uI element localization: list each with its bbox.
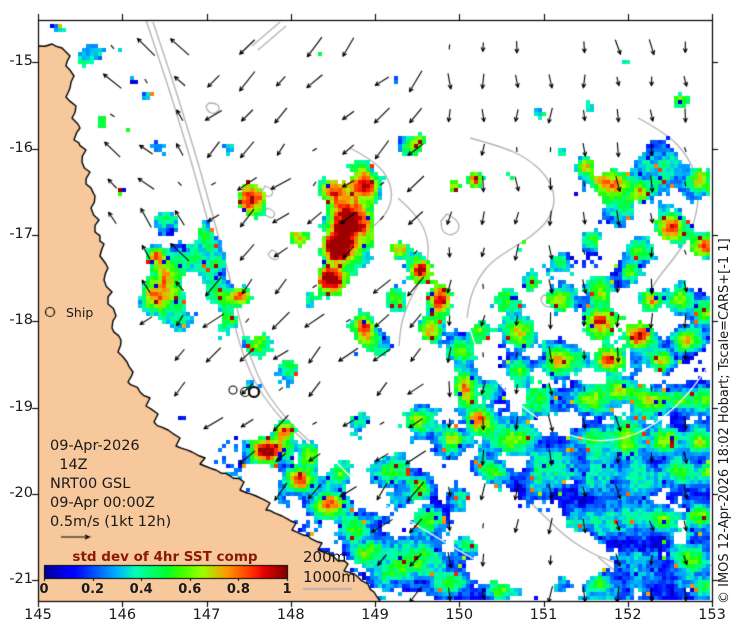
x-tick-label: 149 bbox=[361, 607, 389, 623]
info-line: 09-Apr 00:00Z bbox=[50, 495, 155, 511]
x-tick-label: 146 bbox=[108, 607, 137, 623]
y-tick-label: -16 bbox=[9, 139, 33, 156]
depth-label-200m: 200m bbox=[303, 548, 347, 566]
info-line: 14Z bbox=[50, 457, 88, 473]
colorbar-tick-label: 0.8 bbox=[226, 582, 250, 597]
y-tick-label: -18 bbox=[9, 312, 33, 329]
x-tick-label: 152 bbox=[613, 607, 642, 623]
colorbar-tick-label: 0.2 bbox=[81, 582, 105, 597]
colorbar-tick-label: 0.6 bbox=[178, 582, 202, 597]
x-tick-label: 153 bbox=[698, 607, 726, 623]
info-line: 0.5m/s (1kt 12h) bbox=[50, 514, 172, 530]
ship-legend-label: Ship bbox=[66, 305, 94, 320]
y-tick-label: -20 bbox=[9, 484, 33, 501]
y-tick-label: -17 bbox=[9, 225, 33, 242]
info-line: NRT00 GSL bbox=[50, 476, 131, 492]
colorbar-tick-label: 1 bbox=[282, 582, 292, 597]
x-tick-label: 151 bbox=[529, 607, 558, 623]
colorbar-title: std dev of 4hr SST comp bbox=[72, 549, 258, 565]
colorbar-tick-label: 0.4 bbox=[129, 582, 153, 597]
y-tick-label: -15 bbox=[9, 53, 33, 70]
info-line: 09-Apr-2026 bbox=[50, 438, 140, 454]
x-tick-label: 148 bbox=[276, 607, 305, 623]
x-tick-label: 145 bbox=[24, 607, 52, 623]
x-tick-label: 147 bbox=[192, 607, 221, 623]
colorbar-tick-label: 0 bbox=[39, 582, 49, 597]
y-tick-label: -19 bbox=[9, 398, 33, 415]
copyright-text: © IMOS 12-Apr-2026 18:02 Hobart; Tscale=… bbox=[717, 238, 732, 604]
y-tick-label: -21 bbox=[9, 571, 33, 588]
depth-label-1000m: 1000m bbox=[303, 568, 356, 586]
x-tick-label: 150 bbox=[445, 607, 474, 623]
